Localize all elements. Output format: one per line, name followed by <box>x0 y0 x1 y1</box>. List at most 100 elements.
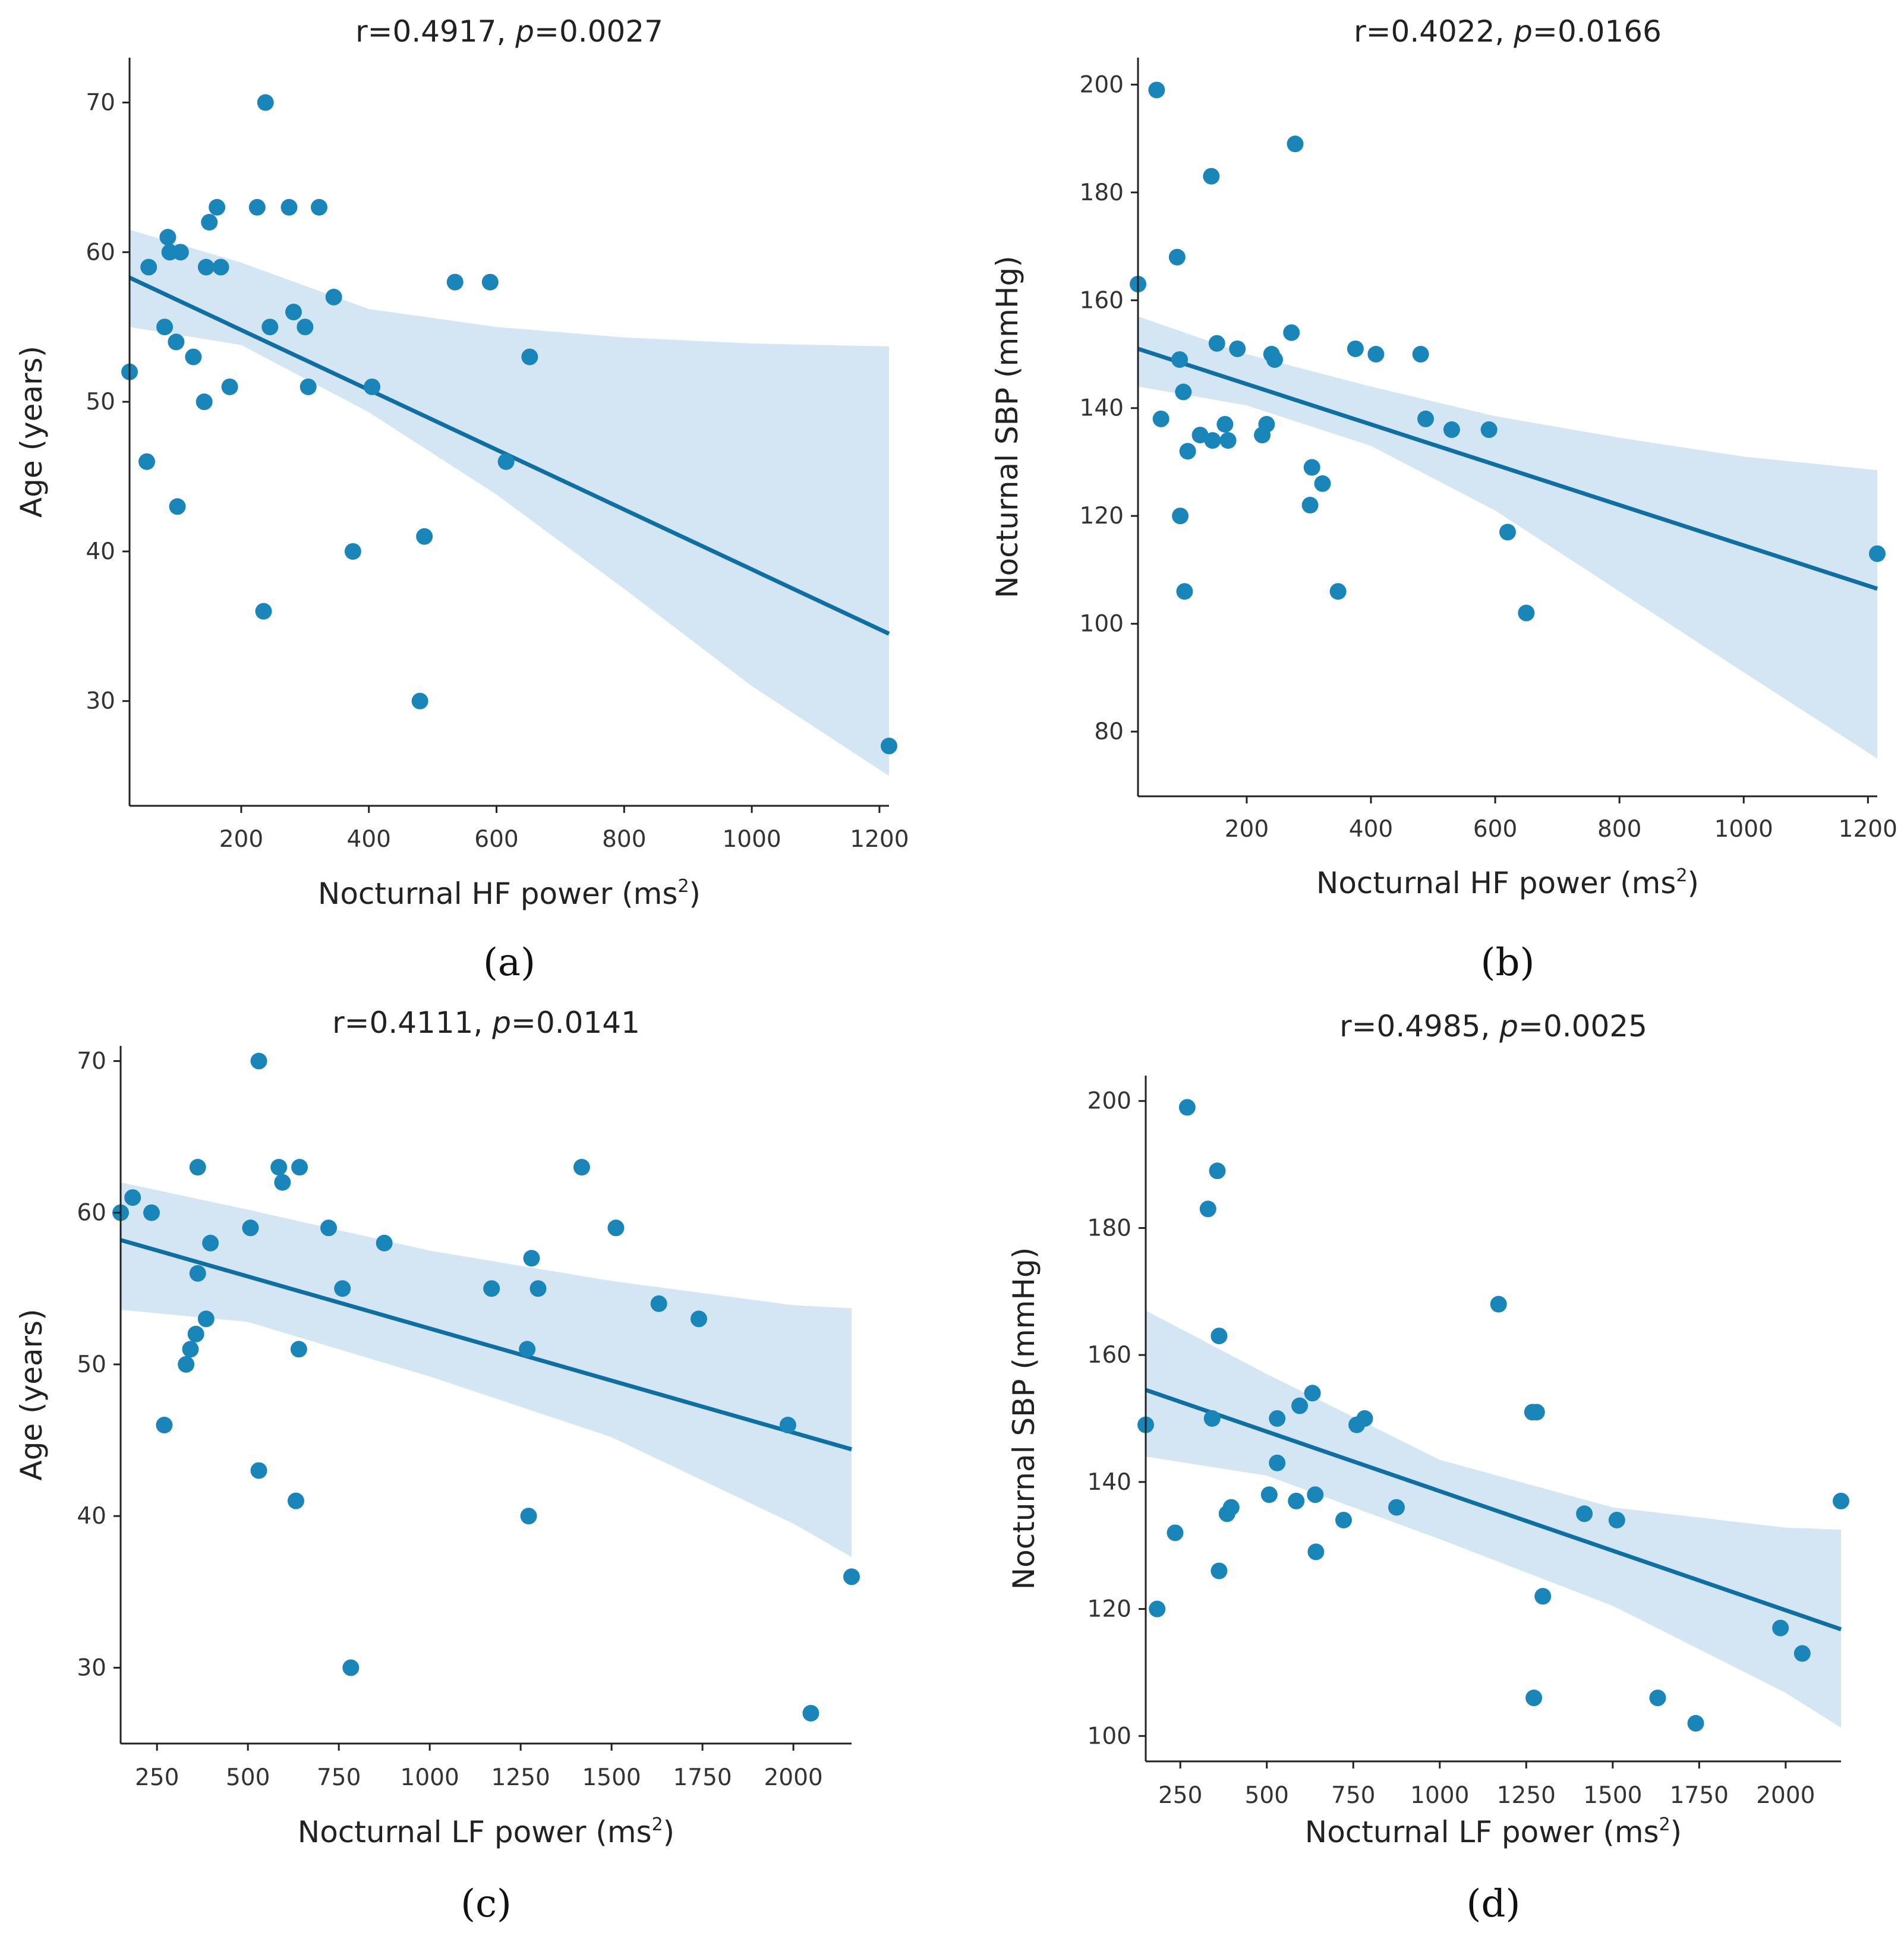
y-tick-label: 60 <box>86 239 115 266</box>
y-tick-label: 200 <box>1080 71 1124 98</box>
x-axis-label-text: Nocturnal HF power (ms <box>1316 866 1676 900</box>
y-tick-label: 70 <box>77 1048 106 1075</box>
title-p-symbol: p <box>1513 14 1533 49</box>
data-point <box>1534 1588 1552 1605</box>
data-point <box>1178 1099 1196 1116</box>
data-point <box>573 1159 590 1176</box>
data-point <box>1356 1410 1373 1427</box>
data-point <box>197 1310 215 1328</box>
data-point <box>270 1159 288 1176</box>
x-tick-label: 250 <box>135 1764 179 1791</box>
data-point <box>209 198 226 216</box>
x-tick-label: 750 <box>1331 1782 1375 1809</box>
y-tick-label: 60 <box>77 1200 106 1227</box>
data-point <box>1772 1619 1789 1637</box>
x-axis-label-superscript: 2 <box>677 876 689 897</box>
data-point <box>138 453 155 470</box>
data-point <box>1269 1454 1286 1471</box>
x-axis-label: Nocturnal HF power (ms2) <box>1316 865 1699 900</box>
data-point <box>1229 340 1246 357</box>
data-point <box>250 1052 267 1070</box>
data-point <box>342 1659 360 1676</box>
chart-title: r=0.4917, p=0.0027 <box>355 14 663 49</box>
panel-label: (b) <box>1481 941 1535 985</box>
data-point <box>255 603 272 620</box>
data-point <box>1388 1499 1405 1516</box>
chart-title: r=0.4022, p=0.0166 <box>1354 14 1662 49</box>
data-point <box>202 1234 219 1252</box>
title-p-value: =0.0027 <box>534 14 663 49</box>
data-point <box>1219 432 1237 449</box>
y-tick-label: 50 <box>86 389 115 415</box>
data-point <box>1216 415 1234 433</box>
confidence-band <box>130 229 889 776</box>
data-point <box>201 213 218 231</box>
data-point <box>261 319 279 336</box>
data-point <box>1171 351 1189 368</box>
data-point <box>364 378 381 395</box>
panel-label: (a) <box>483 941 535 985</box>
data-point <box>197 259 215 276</box>
data-point <box>1203 1410 1221 1427</box>
x-tick-label: 2000 <box>1756 1782 1815 1809</box>
data-point <box>497 453 515 470</box>
data-point <box>320 1219 338 1237</box>
x-tick-label: 750 <box>317 1764 361 1791</box>
data-point <box>1347 340 1364 357</box>
data-point <box>376 1234 393 1252</box>
panel-b: 200 400 600 800 1000 1200 80 100 120 140 160 180 200… <box>990 14 1897 985</box>
data-point <box>297 319 314 336</box>
x-tick-label: 1250 <box>1497 1782 1556 1809</box>
x-axis-label: Nocturnal LF power (ms2) <box>298 1814 674 1849</box>
panel-a: 200 400 600 800 1000 1200 30 40 50 60 70 r=0.4917, … <box>14 14 909 985</box>
data-point <box>843 1568 860 1585</box>
x-tick-label: 1500 <box>1583 1782 1642 1809</box>
data-point <box>1833 1492 1849 1509</box>
x-axis-label-text: Nocturnal HF power (ms <box>318 877 678 911</box>
data-point <box>1499 524 1516 541</box>
x-axis-label: Nocturnal LF power (ms2) <box>1305 1814 1682 1849</box>
title-p-symbol: p <box>491 1005 511 1040</box>
data-point <box>607 1219 625 1237</box>
panel-label: (d) <box>1467 1882 1521 1926</box>
data-point <box>291 1159 308 1176</box>
y-axis-label: Age (years) <box>14 1309 49 1480</box>
panel-d: 250 500 750 1000 1250 1500 1750 2000 100 120 140 16… <box>1007 1009 1849 1926</box>
x-tick-label: 1500 <box>582 1764 641 1791</box>
title-r-value: r=0.4022, <box>1354 14 1514 49</box>
y-tick-label: 160 <box>1080 287 1124 314</box>
x-axis-label-close: ) <box>1670 1815 1682 1849</box>
y-tick-label: 180 <box>1087 1215 1131 1241</box>
data-point <box>300 378 317 395</box>
data-point <box>1869 545 1886 562</box>
x-axis-label-close: ) <box>1688 866 1700 900</box>
data-point <box>169 498 186 515</box>
data-point <box>1335 1511 1352 1528</box>
x-tick-label: 400 <box>347 826 391 853</box>
data-point <box>1307 1486 1324 1503</box>
x-tick-label: 1250 <box>491 1764 550 1791</box>
data-point <box>143 1204 160 1221</box>
data-point <box>523 1250 540 1267</box>
data-point <box>189 1265 206 1282</box>
confidence-band <box>121 1182 852 1558</box>
chart-title: r=0.4985, p=0.0025 <box>1339 1009 1647 1044</box>
data-point <box>1367 346 1385 363</box>
data-point <box>1608 1511 1625 1528</box>
data-point <box>257 94 274 111</box>
data-point <box>1152 410 1169 427</box>
y-tick-label: 120 <box>1087 1596 1131 1623</box>
data-point <box>1269 1410 1286 1427</box>
x-axis-label-text: Nocturnal LF power (ms <box>1305 1815 1659 1849</box>
data-point <box>650 1295 667 1312</box>
data-point <box>1175 383 1192 401</box>
x-axis-label-text: Nocturnal LF power (ms <box>298 1815 652 1849</box>
x-tick-label: 1750 <box>673 1764 732 1791</box>
y-tick-label: 70 <box>86 90 115 116</box>
data-point <box>325 288 342 305</box>
y-axis-label: Age (years) <box>14 346 49 518</box>
confidence-band <box>1138 316 1877 759</box>
data-point <box>1209 1162 1226 1180</box>
x-tick-label: 500 <box>226 1764 270 1791</box>
